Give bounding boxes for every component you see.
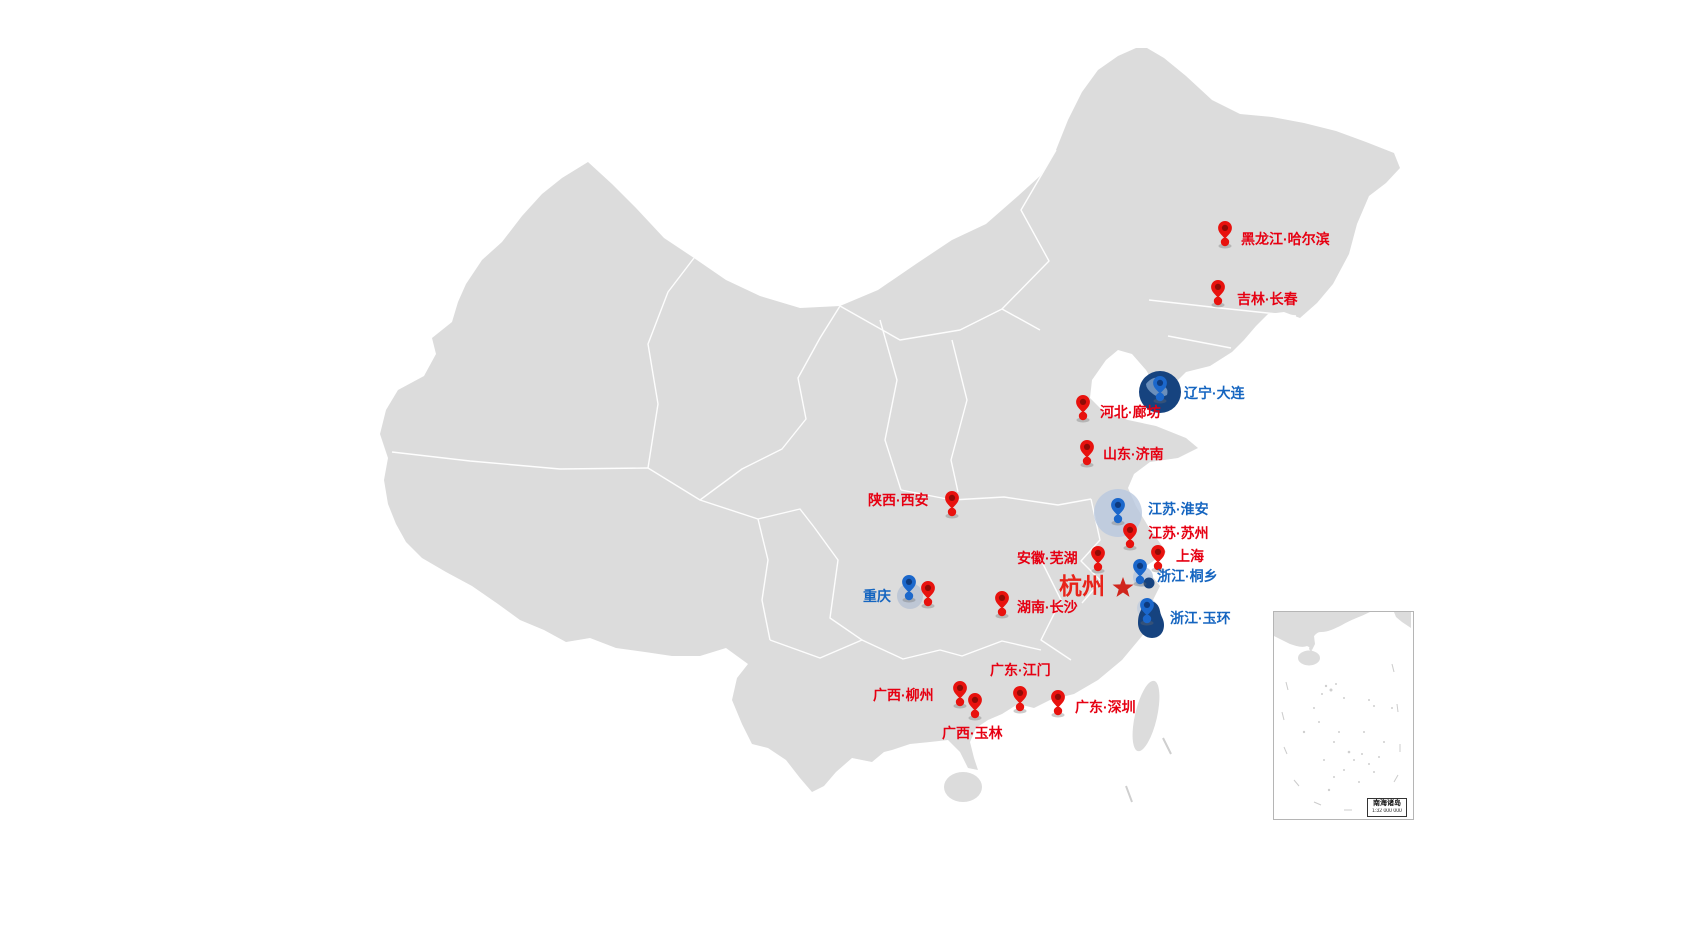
map-pin-chongqing-red[interactable] (918, 579, 938, 609)
china-land (380, 48, 1400, 792)
map-pin-jilin-changchun[interactable] (1208, 278, 1228, 308)
map-label-guangdong-shenzhen: 广东·深圳 (1075, 699, 1136, 715)
map-pin-chongqing[interactable] (899, 573, 919, 603)
map-pin-guangxi-yulin[interactable] (965, 691, 985, 721)
map-pin-zhejiang-tongxiang[interactable] (1130, 557, 1150, 587)
map-pin-hebei-langfang[interactable] (1073, 393, 1093, 423)
map-pin-heilongjiang-haerbin[interactable] (1215, 219, 1235, 249)
map-label-guangdong-jiangmen: 广东·江门 (990, 662, 1051, 678)
inset-dashes (1281, 663, 1401, 811)
map-pin-guangxi-liuzhou[interactable] (950, 679, 970, 709)
hangzhou-star-icon[interactable] (1112, 577, 1134, 597)
map-pin-shanghai[interactable] (1148, 543, 1168, 573)
map-label-guangxi-liuzhou: 广西·柳州 (873, 687, 934, 703)
map-label-hunan-changsha: 湖南·长沙 (1017, 599, 1078, 615)
map-pin-guangdong-shenzhen[interactable] (1048, 688, 1068, 718)
taiwan-island (1132, 680, 1160, 752)
map-label-heilongjiang-haerbin: 黑龙江·哈尔滨 (1241, 231, 1330, 247)
inset-title-box: 南海诸岛 1:32 000 000 (1367, 798, 1407, 817)
tongxiang-highlight-dark (1143, 577, 1155, 589)
inset-scale: 1:32 000 000 (1372, 808, 1402, 814)
map-pin-jiangsu-huaian[interactable] (1108, 496, 1128, 526)
map-pin-jiangsu-suzhou[interactable] (1120, 521, 1140, 551)
map-pin-hunan-changsha[interactable] (992, 589, 1012, 619)
map-label-chongqing: 重庆 (863, 588, 891, 604)
inset-islands (1302, 683, 1393, 792)
map-label-zhejiang-yuhuan: 浙江·玉环 (1170, 610, 1231, 626)
map-label-jiangsu-huaian: 江苏·淮安 (1148, 501, 1209, 517)
map-label-anhui-wuhu: 安徽·芜湖 (1017, 550, 1078, 566)
map-pin-liaoning-dalian[interactable] (1150, 374, 1170, 404)
map-pin-zhejiang-yuhuan[interactable] (1137, 596, 1157, 626)
inset-mainland (1274, 612, 1370, 654)
inset-hainan (1298, 650, 1320, 666)
map-pin-anhui-wuhu[interactable] (1088, 544, 1108, 574)
sea-boundary-dashes (1125, 737, 1172, 803)
inset-mainland-peninsula (1308, 632, 1315, 650)
map-label-hebei-langfang: 河北·廊坊 (1100, 404, 1161, 420)
hainan-island (944, 772, 982, 802)
inset-map (1274, 612, 1411, 811)
province-borders (391, 149, 1297, 661)
map-label-shaanxi-xian: 陕西·西安 (868, 492, 929, 508)
map-label-zhejiang-tongxiang: 浙江·桐乡 (1157, 568, 1218, 584)
inset-title: 南海诸岛 (1373, 800, 1401, 807)
map-label-jilin-changchun: 吉林·长春 (1237, 291, 1298, 307)
map-label-shandong-jinan: 山东·济南 (1103, 446, 1164, 462)
map-pin-shandong-jinan[interactable] (1077, 438, 1097, 468)
hangzhou-hq-label: 杭州 (1059, 573, 1105, 599)
inset-topright-land (1394, 612, 1411, 628)
map-label-guangxi-yulin: 广西·玉林 (942, 725, 1003, 741)
map-pin-shaanxi-xian[interactable] (942, 489, 962, 519)
map-label-shanghai: 上海 (1176, 548, 1204, 564)
map-label-liaoning-dalian: 辽宁·大连 (1184, 385, 1245, 401)
map-pin-guangdong-jiangmen[interactable] (1010, 684, 1030, 714)
south-china-sea-inset: 南海诸岛 1:32 000 000 (1273, 611, 1414, 820)
map-label-jiangsu-suzhou: 江苏·苏州 (1148, 525, 1209, 541)
